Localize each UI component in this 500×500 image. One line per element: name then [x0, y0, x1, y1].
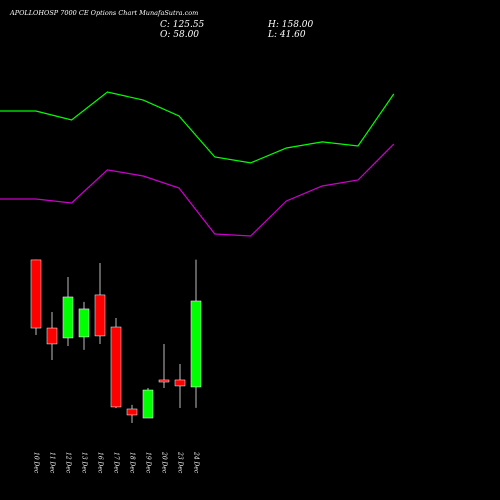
x-tick-label: 17 Dec [113, 452, 120, 474]
x-tick-label: 24 Dec [193, 451, 200, 474]
candle-body [110, 326, 122, 408]
x-tick-label: 20 Dec [161, 451, 168, 474]
candle-body [190, 300, 202, 388]
candle-body [142, 389, 154, 419]
candle-body [94, 294, 106, 337]
candle-body [30, 259, 42, 329]
overlay-line [0, 91, 395, 164]
x-tick-label: 10 Dec [33, 452, 40, 474]
x-tick-label: 23 Dec [177, 451, 184, 474]
x-tick-label: 12 Dec [65, 452, 72, 474]
x-tick-label: 16 Dec [97, 452, 104, 474]
x-tick-label: 19 Dec [145, 452, 152, 474]
candle-body [78, 308, 90, 338]
candle-body [46, 327, 58, 345]
x-tick-label: 11 Dec [49, 452, 56, 474]
candle-body [126, 408, 138, 416]
candle-body [62, 296, 74, 339]
x-tick-label: 13 Dec [81, 452, 88, 474]
candle-body [174, 379, 186, 387]
open-label: O: 58.00 [160, 30, 199, 40]
overlay-line [0, 143, 395, 237]
high-label: H: 158.00 [267, 20, 314, 30]
candle-body [158, 379, 170, 383]
x-tick-label: 18 Dec [129, 452, 136, 474]
low-label: L: 41.60 [267, 30, 306, 40]
chart-title: APOLLOHOSP 7000 CE Options Chart MunafaS… [9, 9, 198, 17]
close-label: C: 125.55 [160, 20, 205, 30]
